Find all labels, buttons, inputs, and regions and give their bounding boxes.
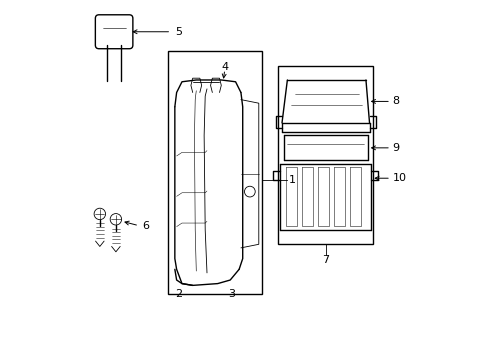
Text: 1: 1	[288, 175, 296, 185]
Text: 6: 6	[142, 221, 149, 231]
Bar	[167, 51, 262, 294]
Text: 8: 8	[392, 96, 399, 107]
Text: 4: 4	[221, 63, 228, 72]
Text: 9: 9	[392, 143, 399, 153]
Bar	[278, 66, 372, 244]
Text: 10: 10	[392, 173, 406, 183]
Text: 7: 7	[322, 255, 328, 265]
Text: 3: 3	[228, 289, 235, 299]
Text: 2: 2	[175, 289, 182, 299]
Text: 5: 5	[175, 27, 182, 37]
